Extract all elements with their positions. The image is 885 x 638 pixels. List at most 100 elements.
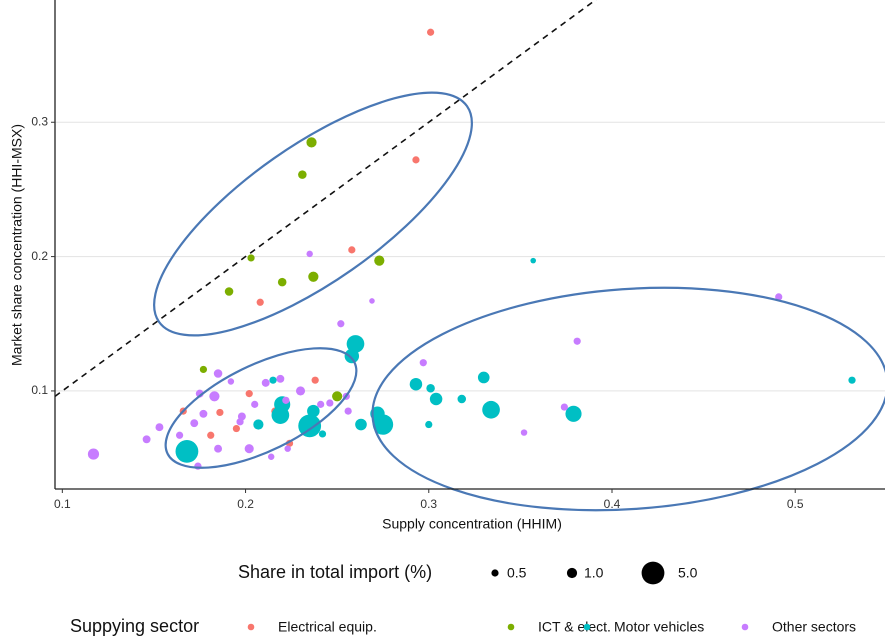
legend-label: ICT & elect. [538, 619, 611, 635]
legend-key [741, 623, 749, 631]
point [216, 408, 224, 417]
point [298, 170, 307, 179]
size-legend-label: 0.5 [507, 565, 527, 581]
point [308, 271, 319, 282]
point [477, 371, 490, 384]
point [224, 287, 234, 296]
point [355, 418, 367, 431]
point [482, 400, 500, 419]
point [560, 403, 568, 411]
point [374, 255, 385, 266]
point [530, 257, 537, 264]
point [277, 277, 287, 287]
point [155, 423, 164, 432]
point [326, 399, 334, 407]
x-tick-label: 0.4 [604, 497, 621, 511]
point [269, 376, 277, 384]
point [244, 444, 254, 454]
point [311, 376, 319, 384]
grid [55, 121, 885, 392]
point [426, 383, 435, 393]
legend-label: Motor vehicles [614, 619, 704, 635]
point [565, 405, 582, 422]
points-layer [87, 28, 856, 470]
point [317, 400, 325, 408]
point [271, 406, 290, 424]
point [573, 337, 581, 345]
ellipse [164, 347, 358, 469]
legend-key [583, 623, 591, 631]
point [412, 156, 420, 164]
legend-title: Suppying sector [70, 616, 199, 636]
x-tick-label: 0.1 [54, 497, 71, 511]
y-tick-label: 0.1 [31, 383, 48, 397]
legend-label: Other sectors [772, 619, 856, 635]
point [419, 359, 427, 367]
annotation-ellipses [153, 91, 885, 512]
point [253, 419, 264, 430]
point [245, 390, 253, 398]
point [372, 414, 394, 435]
point [284, 445, 291, 452]
point [337, 320, 345, 328]
y-tick-label: 0.3 [31, 114, 48, 128]
point [247, 254, 255, 262]
legend-label: Electrical equip. [278, 619, 377, 635]
point [213, 369, 223, 378]
point [87, 448, 100, 460]
point [207, 431, 215, 439]
point [251, 400, 259, 408]
x-tick-label: 0.2 [237, 497, 254, 511]
point [295, 386, 306, 396]
point [306, 137, 317, 148]
point [276, 374, 285, 383]
x-tick-label: 0.5 [787, 497, 804, 511]
point [457, 394, 467, 404]
point [267, 453, 275, 460]
point [848, 376, 856, 384]
point [199, 409, 208, 418]
point [332, 391, 343, 402]
point [261, 378, 270, 387]
point [209, 391, 220, 402]
point [344, 407, 352, 415]
point [227, 378, 235, 385]
size-legend-title: Share in total import (%) [238, 562, 432, 582]
legend-key [247, 623, 255, 631]
point [195, 389, 204, 398]
point [429, 392, 443, 406]
point [425, 420, 433, 429]
point [520, 429, 528, 436]
point [346, 335, 365, 353]
legend-key [507, 623, 515, 631]
point [344, 348, 360, 364]
point [214, 444, 223, 453]
point [256, 298, 264, 306]
y-axis-title: Market share concentration (HHI-MSX) [9, 124, 25, 366]
x-tick-label: 0.3 [420, 497, 437, 511]
point [199, 365, 208, 374]
y-tick-label: 0.2 [31, 249, 48, 263]
size-legend-key [566, 567, 578, 579]
ellipse [371, 286, 885, 512]
point [427, 28, 435, 36]
point [409, 377, 423, 391]
size-legend-label: 1.0 [584, 565, 604, 581]
point [282, 396, 290, 404]
point [307, 404, 320, 418]
point [142, 435, 151, 444]
size-legend-label: 5.0 [678, 565, 698, 581]
point [318, 430, 327, 438]
point [369, 298, 375, 304]
size-legend-key [491, 569, 499, 577]
point [775, 293, 783, 301]
point [306, 250, 313, 258]
reference-line [55, 0, 597, 397]
point [232, 424, 240, 433]
point [348, 246, 356, 254]
point [190, 419, 199, 428]
size-legend-key [641, 561, 665, 585]
reference-layer [55, 0, 597, 397]
x-axis-title: Supply concentration (HHIM) [382, 516, 562, 532]
